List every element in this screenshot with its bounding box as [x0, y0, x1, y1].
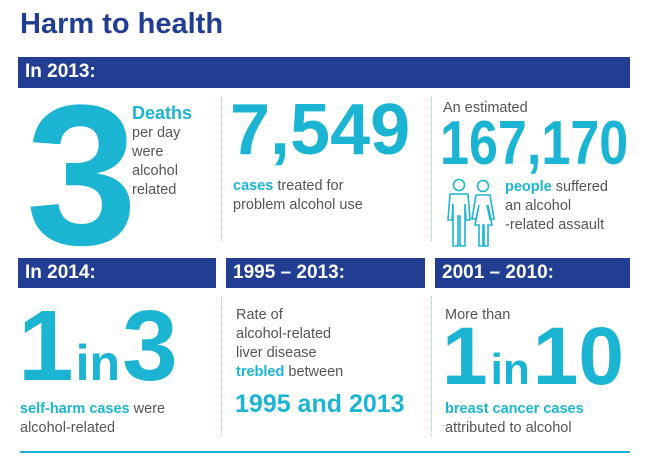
- highlight: cases: [233, 178, 274, 194]
- separator: [431, 96, 432, 241]
- stat: 1in10: [442, 312, 624, 402]
- stat-part: in: [75, 335, 121, 391]
- stat-part: 10: [532, 311, 624, 402]
- section-heading: In 2014:: [18, 258, 216, 288]
- description-line: -related assault: [505, 217, 605, 233]
- period: 1995 and 2013: [235, 390, 405, 418]
- description: people suffered an alcohol -related assa…: [505, 178, 608, 235]
- description-line: between: [288, 364, 344, 380]
- stat: 167,170: [440, 109, 629, 178]
- highlight: trebled: [236, 364, 285, 380]
- highlight: breast cancer cases: [445, 401, 584, 417]
- description: per day were alcohol related: [132, 124, 180, 200]
- description: breast cancer cases attributed to alcoho…: [445, 400, 584, 438]
- intro: More than: [445, 307, 511, 323]
- stat-part: 3: [122, 290, 178, 402]
- people-icon: [447, 178, 495, 247]
- bottom-rule: [20, 451, 630, 453]
- description-line: problem alcohol use: [233, 197, 363, 213]
- description-line: suffered: [555, 179, 608, 195]
- description-line: an alcohol: [505, 198, 572, 214]
- stat: 7,549: [230, 90, 411, 170]
- separator: [221, 96, 222, 241]
- description: cases treated for problem alcohol use: [233, 177, 363, 215]
- intro: An estimated: [443, 100, 528, 116]
- description-line: treated for: [277, 178, 344, 194]
- description-line: per day: [132, 125, 181, 141]
- description-line: alcohol-related: [236, 326, 332, 342]
- description-line: Rate of: [236, 307, 283, 323]
- highlight: self-harm cases: [20, 401, 130, 417]
- description-line: attributed to alcohol: [445, 420, 572, 436]
- separator: [221, 296, 222, 436]
- page-title: Harm to health: [20, 8, 224, 40]
- section-heading: In 2013:: [18, 57, 630, 88]
- separator: [431, 296, 432, 436]
- description-line: alcohol: [132, 163, 178, 179]
- stat: 3: [26, 64, 138, 287]
- description-line: liver disease: [236, 345, 317, 361]
- description-line: alcohol-related: [20, 420, 116, 436]
- description-line: were: [132, 144, 164, 160]
- description: self-harm cases were alcohol-related: [20, 400, 165, 438]
- description: Rate of alcohol-related liver disease tr…: [236, 306, 343, 382]
- highlight: Deaths: [132, 103, 193, 123]
- stat-part: in: [490, 345, 530, 394]
- stat-part: 1: [18, 290, 74, 402]
- section-heading: 2001 – 2010:: [435, 258, 630, 288]
- section-heading: 1995 – 2013:: [226, 258, 425, 288]
- stat: 1in3: [18, 296, 178, 396]
- description-line: related: [132, 182, 177, 198]
- description-line: were: [133, 401, 166, 417]
- highlight: people: [505, 179, 552, 195]
- stat-part: 1: [442, 311, 488, 402]
